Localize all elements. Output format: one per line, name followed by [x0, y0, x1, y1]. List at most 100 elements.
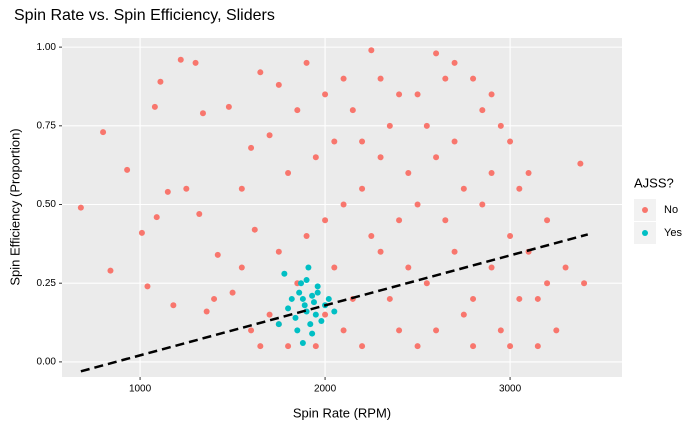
point: [100, 129, 107, 136]
point: [488, 91, 495, 98]
point: [266, 311, 273, 318]
point: [312, 343, 319, 350]
point: [144, 283, 151, 290]
point: [451, 138, 458, 145]
point: [301, 302, 308, 309]
x-axis-label: Spin Rate (RPM): [293, 405, 391, 420]
point: [294, 107, 301, 114]
point: [507, 232, 514, 239]
point: [322, 91, 329, 98]
point: [331, 138, 338, 145]
point: [309, 292, 316, 299]
point: [312, 311, 319, 318]
point: [303, 59, 310, 66]
point: [470, 295, 477, 302]
x-tick-label: 2000: [314, 384, 337, 395]
point: [266, 132, 273, 139]
point: [470, 75, 477, 82]
point: [299, 340, 306, 347]
point: [525, 170, 532, 177]
point: [451, 248, 458, 255]
y-tick-label: 1.00: [37, 42, 57, 53]
point: [368, 47, 375, 54]
point: [138, 229, 145, 236]
point: [164, 188, 171, 195]
point: [497, 327, 504, 334]
point: [285, 343, 292, 350]
point: [581, 280, 588, 287]
point: [405, 170, 412, 177]
point: [359, 343, 366, 350]
point: [248, 327, 255, 334]
point: [460, 185, 467, 192]
point: [331, 308, 338, 315]
point: [414, 91, 421, 98]
chart-title: Spin Rate vs. Spin Efficiency, Sliders: [14, 7, 275, 24]
point: [257, 69, 264, 76]
point: [251, 226, 258, 233]
point: [423, 122, 430, 129]
point: [368, 232, 375, 239]
point: [396, 217, 403, 224]
x-tick-label: 3000: [499, 384, 522, 395]
point: [516, 185, 523, 192]
point: [359, 138, 366, 145]
point: [294, 327, 301, 334]
point: [214, 251, 221, 258]
point: [377, 248, 384, 255]
point: [225, 103, 232, 110]
point: [322, 311, 329, 318]
point: [192, 59, 199, 66]
point: [331, 264, 338, 271]
point: [325, 295, 332, 302]
y-tick-label: 0.50: [37, 199, 57, 210]
point: [442, 75, 449, 82]
point: [423, 280, 430, 287]
point: [507, 138, 514, 145]
point: [310, 299, 317, 306]
point: [296, 289, 303, 296]
point: [386, 295, 393, 302]
point: [275, 321, 282, 328]
point: [281, 270, 288, 277]
point: [298, 280, 305, 287]
point: [553, 327, 560, 334]
point: [544, 217, 551, 224]
point: [177, 56, 184, 63]
legend-title: AJSS?: [634, 175, 674, 190]
x-tick-label: 1000: [129, 384, 152, 395]
point: [479, 201, 486, 208]
point: [562, 264, 569, 271]
point: [516, 295, 523, 302]
point: [299, 295, 306, 302]
point: [238, 185, 245, 192]
point: [349, 107, 356, 114]
point: [303, 232, 310, 239]
legend-label: Yes: [664, 227, 682, 239]
point: [507, 343, 514, 350]
point: [229, 289, 236, 296]
point: [396, 91, 403, 98]
point: [405, 264, 412, 271]
point: [170, 302, 177, 309]
point: [396, 327, 403, 334]
point: [318, 317, 325, 324]
point: [196, 210, 203, 217]
point: [497, 122, 504, 129]
point: [203, 308, 210, 315]
y-tick-label: 0.00: [37, 357, 57, 368]
point: [238, 264, 245, 271]
point: [534, 343, 541, 350]
point: [433, 50, 440, 57]
point: [151, 103, 158, 110]
point: [107, 267, 114, 274]
point: [577, 160, 584, 167]
point: [183, 185, 190, 192]
point: [340, 75, 347, 82]
point: [534, 295, 541, 302]
point: [451, 59, 458, 66]
point: [377, 75, 384, 82]
point: [442, 217, 449, 224]
panel: [62, 38, 622, 377]
